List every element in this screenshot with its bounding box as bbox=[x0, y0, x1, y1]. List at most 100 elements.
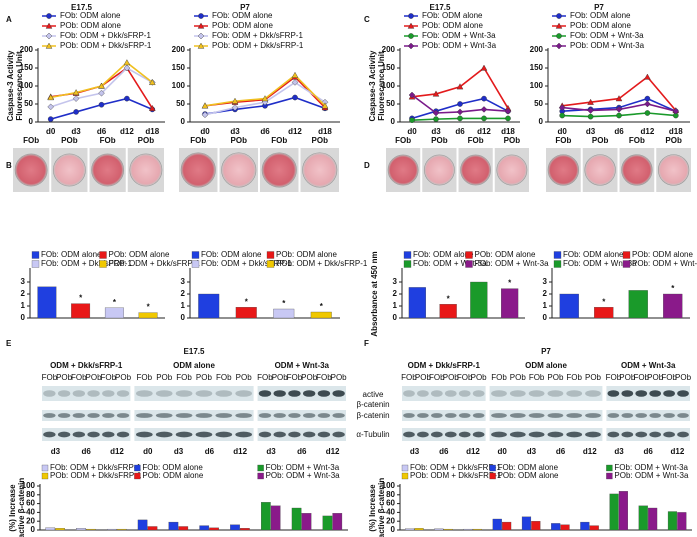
blot-strip bbox=[134, 428, 254, 441]
dish bbox=[14, 153, 48, 187]
blot-band bbox=[430, 431, 443, 438]
y-tick-label: 0 bbox=[29, 117, 34, 126]
blot-band bbox=[566, 413, 583, 418]
x-tick-label: d6 bbox=[297, 447, 307, 456]
legend-label: POb: ODM alone bbox=[212, 21, 273, 30]
chart-title: E17.5 bbox=[430, 3, 451, 12]
bar bbox=[116, 528, 127, 531]
legend-label: FOb: ODM + Wnt-3a bbox=[614, 463, 688, 472]
data-point bbox=[231, 97, 239, 104]
blot-band bbox=[649, 390, 662, 397]
legend-swatch bbox=[606, 464, 613, 472]
lane-label: POb bbox=[510, 373, 527, 382]
blot-band bbox=[566, 431, 583, 438]
blot-band bbox=[403, 431, 415, 438]
y-tick-label: 40 bbox=[386, 508, 395, 517]
legend-marker bbox=[407, 22, 415, 29]
lane-label: POb bbox=[331, 373, 348, 382]
legend-marker bbox=[198, 13, 204, 19]
dish bbox=[180, 152, 216, 188]
photo-label: POb bbox=[592, 136, 609, 145]
blot-band bbox=[302, 390, 316, 397]
bar bbox=[45, 527, 56, 531]
blot-band bbox=[102, 413, 115, 418]
y-axis-label: active β-catenin bbox=[377, 478, 386, 537]
blot-band bbox=[43, 413, 56, 418]
blot-band bbox=[332, 413, 345, 418]
y-tick-label: 100 bbox=[382, 81, 396, 90]
blot-row-label: active bbox=[363, 390, 384, 399]
x-tick-label: d12 bbox=[120, 127, 134, 136]
blot-strip bbox=[257, 428, 346, 441]
significance: * bbox=[671, 284, 675, 293]
legend-label: POb: ODM + Dkk/sFRP-1 bbox=[60, 41, 152, 50]
bar bbox=[663, 293, 683, 319]
legend-marker bbox=[45, 22, 53, 29]
x-tick-label: d0 bbox=[558, 127, 568, 136]
bar bbox=[104, 307, 124, 319]
photo-label: FOb bbox=[468, 136, 484, 145]
blot-strip bbox=[489, 410, 603, 421]
y-tick-label: 3 bbox=[543, 277, 548, 286]
lane-label: FOb bbox=[101, 373, 117, 382]
bar bbox=[137, 519, 148, 531]
data-point bbox=[291, 71, 299, 78]
significance: * bbox=[447, 294, 451, 303]
legend-swatch bbox=[403, 260, 412, 268]
bar bbox=[230, 524, 240, 531]
blot-band bbox=[547, 390, 564, 397]
legend-label: FOb: ODM + Dkk/sFRP-1 bbox=[60, 31, 151, 40]
blot-band bbox=[491, 413, 507, 418]
blot-band bbox=[458, 431, 471, 438]
legend-swatch bbox=[553, 251, 562, 259]
blot-band bbox=[155, 431, 173, 438]
legend-label: POb: ODM + Dkk/sFRP-1 bbox=[109, 259, 201, 268]
blot-strip bbox=[606, 386, 690, 401]
legend-label: FOb: ODM + Wnt-3a bbox=[570, 31, 644, 40]
bar bbox=[439, 304, 457, 319]
blot-band bbox=[87, 390, 100, 397]
legend-label: FOb: ODM alone bbox=[60, 11, 121, 20]
blot-band bbox=[302, 431, 316, 438]
blot-band bbox=[472, 390, 485, 397]
legend-label: POb: ODM + Wnt-3a bbox=[614, 471, 689, 480]
y-tick-label: 1 bbox=[181, 301, 186, 310]
blot-band bbox=[57, 431, 71, 438]
legend-marker bbox=[407, 42, 415, 50]
legend-swatch bbox=[134, 464, 141, 472]
data-point bbox=[47, 94, 55, 101]
panel-label: C bbox=[364, 15, 370, 24]
lane-label: FOb bbox=[257, 373, 273, 382]
blot-band bbox=[72, 413, 86, 418]
y-tick-label: 60 bbox=[386, 499, 395, 508]
lane-label: FOb bbox=[529, 373, 545, 382]
dish bbox=[52, 153, 86, 187]
blot-strip bbox=[42, 428, 131, 441]
blot-band bbox=[102, 431, 115, 438]
panel-label: B bbox=[6, 161, 12, 170]
bar bbox=[559, 293, 579, 319]
data-point bbox=[148, 78, 156, 85]
legend-label: POb: ODM + Wnt-3a bbox=[266, 471, 341, 480]
lane-label: FOb bbox=[491, 373, 507, 382]
dish bbox=[584, 154, 616, 186]
y-tick-label: 100 bbox=[22, 481, 36, 490]
legend-swatch bbox=[489, 472, 496, 480]
legend-swatch bbox=[403, 251, 412, 259]
data-point bbox=[644, 73, 651, 80]
blot-band bbox=[528, 390, 545, 397]
legend-swatch bbox=[622, 251, 631, 259]
y-tick-label: 100 bbox=[382, 481, 396, 490]
x-tick-label: d6 bbox=[614, 127, 624, 136]
y-tick-label: 150 bbox=[20, 63, 34, 72]
y-tick-label: 60 bbox=[26, 499, 35, 508]
blot-band bbox=[135, 413, 153, 418]
panel-label: F bbox=[364, 339, 369, 348]
blot-band bbox=[585, 413, 601, 418]
legend-label: POb: ODM alone bbox=[109, 250, 170, 259]
legend-marker bbox=[45, 42, 53, 49]
chart-title: P7 bbox=[594, 3, 604, 12]
legend-label: FOb: ODM + Wnt-3a bbox=[266, 463, 340, 472]
data-point bbox=[408, 91, 416, 99]
blot-band bbox=[444, 413, 457, 418]
